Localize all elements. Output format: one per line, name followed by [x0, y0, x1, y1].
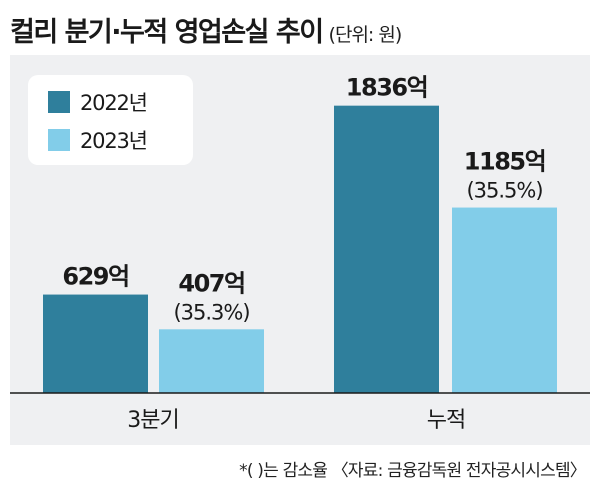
title-row: 컬리 분기·누적 영업손실 추이 (단위: 원) [10, 10, 403, 48]
category-label-누적: 누적 [427, 408, 465, 433]
chart-title: 컬리 분기·누적 영업손실 추이 [10, 17, 324, 48]
footnote: *( )는 감소율 〈자료: 금융감독원 전자공시시스템〉 [239, 461, 587, 481]
value-label-2023년-누적: 1185억 [464, 148, 545, 176]
value-label-2022년-누적: 1836억 [346, 74, 427, 102]
value-label-2022년-3분기: 629억 [62, 263, 128, 291]
bar-2022년-3분기 [43, 294, 148, 393]
unit-label: (단위: 원) [328, 24, 403, 46]
legend-item-2022: 2022년 [48, 87, 148, 117]
bar-2022년-누적 [334, 105, 439, 393]
bar-2023년-누적 [452, 207, 557, 393]
change-label-2023년-누적: (35.5%) [466, 179, 542, 203]
change-label-2023년-3분기: (35.3%) [173, 300, 249, 324]
legend-swatch-2023 [48, 129, 70, 151]
legend-item-2023: 2023년 [48, 125, 148, 155]
legend-label-2022: 2022년 [80, 91, 148, 115]
legend-label-2023: 2023년 [80, 129, 148, 153]
category-label-3분기: 3분기 [127, 408, 178, 433]
value-label-2023년-3분기: 407억 [178, 269, 244, 297]
legend-swatch-2022 [48, 91, 70, 113]
bar-2023년-3분기 [159, 329, 264, 393]
legend: 2022년 2023년 [28, 75, 193, 165]
